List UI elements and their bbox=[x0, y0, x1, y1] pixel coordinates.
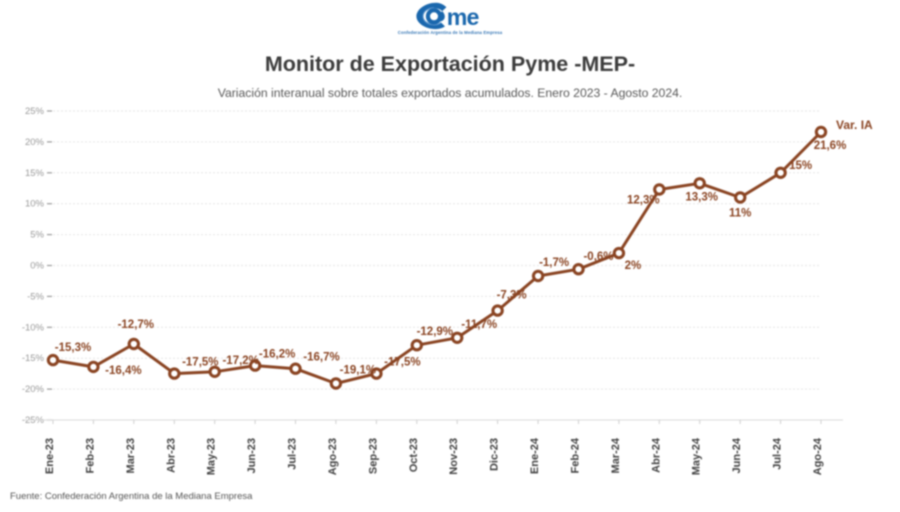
svg-text:-12,7%: -12,7% bbox=[118, 319, 154, 331]
svg-text:Sep-23: Sep-23 bbox=[367, 438, 379, 474]
svg-text:Jun-23: Jun-23 bbox=[246, 438, 258, 473]
svg-text:-15,3%: -15,3% bbox=[55, 342, 91, 354]
svg-text:Nov-23: Nov-23 bbox=[448, 438, 460, 475]
svg-text:Feb-24: Feb-24 bbox=[570, 437, 582, 473]
svg-text:20%: 20% bbox=[25, 137, 45, 148]
svg-text:-19,1%: -19,1% bbox=[340, 365, 376, 377]
svg-text:Jul-24: Jul-24 bbox=[772, 437, 784, 470]
svg-text:-17,5%: -17,5% bbox=[182, 357, 218, 369]
svg-text:-0,6%: -0,6% bbox=[583, 251, 613, 263]
svg-text:Dic-23: Dic-23 bbox=[489, 438, 501, 471]
svg-text:-11,7%: -11,7% bbox=[461, 319, 497, 331]
svg-text:-7,3%: -7,3% bbox=[497, 290, 527, 302]
svg-text:25%: 25% bbox=[25, 106, 45, 117]
svg-text:15%: 15% bbox=[25, 168, 45, 179]
svg-text:-16,2%: -16,2% bbox=[259, 349, 295, 361]
svg-text:Ene-24: Ene-24 bbox=[529, 437, 541, 474]
svg-text:-15%: -15% bbox=[22, 353, 45, 364]
svg-text:Jun-24: Jun-24 bbox=[731, 437, 743, 473]
svg-text:Mar-24: Mar-24 bbox=[610, 437, 622, 473]
svg-text:Feb-23: Feb-23 bbox=[84, 438, 96, 473]
svg-text:11%: 11% bbox=[729, 208, 751, 220]
svg-text:-10%: -10% bbox=[22, 322, 45, 333]
svg-text:5%: 5% bbox=[30, 230, 44, 241]
svg-text:2%: 2% bbox=[625, 260, 642, 272]
svg-text:Mar-23: Mar-23 bbox=[125, 438, 137, 473]
svg-text:May-23: May-23 bbox=[206, 438, 218, 475]
svg-text:Ago-24: Ago-24 bbox=[812, 437, 824, 475]
svg-text:10%: 10% bbox=[25, 199, 45, 210]
svg-text:Abr-24: Abr-24 bbox=[650, 437, 662, 473]
svg-text:13,3%: 13,3% bbox=[685, 191, 718, 203]
svg-text:-17,2%: -17,2% bbox=[222, 355, 258, 367]
svg-text:-17,5%: -17,5% bbox=[384, 357, 420, 369]
svg-text:15%: 15% bbox=[789, 160, 812, 172]
svg-text:12,3%: 12,3% bbox=[627, 195, 660, 207]
svg-text:Ene-23: Ene-23 bbox=[44, 438, 56, 474]
svg-text:Jul-23: Jul-23 bbox=[287, 438, 299, 470]
svg-text:Oct-23: Oct-23 bbox=[408, 438, 420, 472]
svg-text:-16,7%: -16,7% bbox=[303, 352, 339, 364]
svg-text:Abr-23: Abr-23 bbox=[165, 438, 177, 473]
svg-text:-16,4%: -16,4% bbox=[105, 365, 141, 377]
svg-text:-5%: -5% bbox=[27, 291, 44, 302]
svg-text:Ago-23: Ago-23 bbox=[327, 438, 339, 475]
svg-text:0%: 0% bbox=[30, 261, 44, 272]
svg-text:-20%: -20% bbox=[22, 384, 45, 395]
svg-text:21,6%: 21,6% bbox=[814, 140, 847, 152]
svg-text:-1,7%: -1,7% bbox=[539, 257, 569, 269]
svg-text:Var. IA: Var. IA bbox=[836, 118, 873, 132]
svg-text:May-24: May-24 bbox=[691, 437, 703, 475]
svg-text:-12,9%: -12,9% bbox=[417, 326, 453, 338]
